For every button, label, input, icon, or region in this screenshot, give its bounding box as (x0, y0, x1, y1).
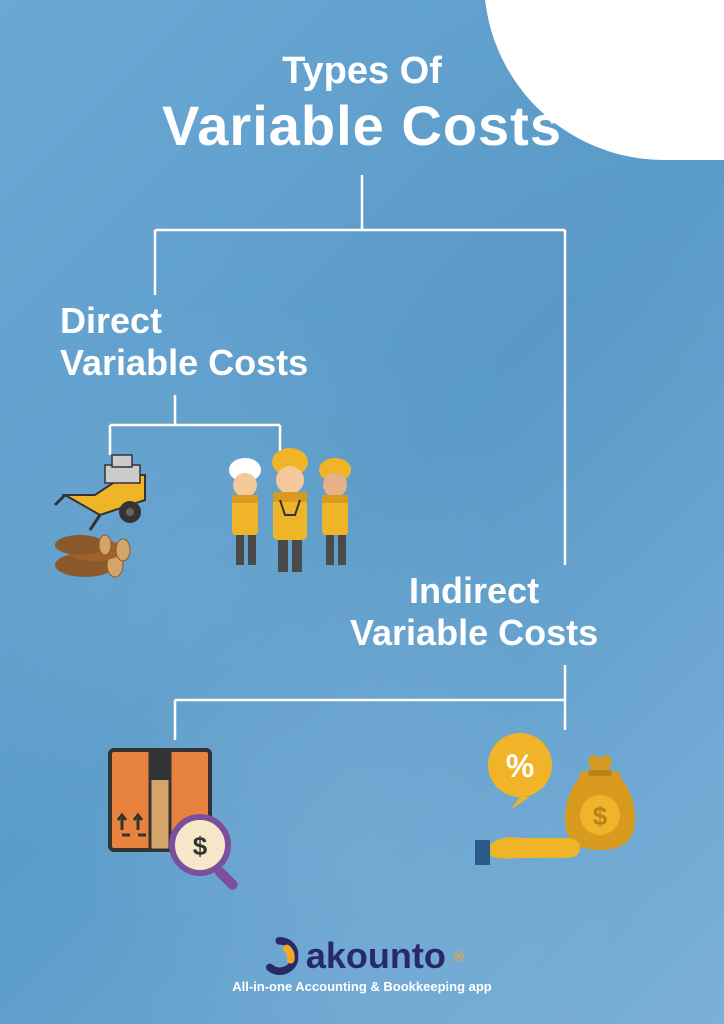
title-line1: Types Of (0, 50, 724, 93)
main-title: Types Of Variable Costs (0, 0, 724, 158)
commission-money-icon: % $ (470, 720, 650, 880)
logo-brand-name: akounto (306, 935, 446, 977)
labor-workers-icon (210, 440, 370, 580)
registered-mark: ® (454, 948, 464, 964)
logo-tagline: All-in-one Accounting & Bookkeeping app (232, 979, 492, 994)
logo-text: akounto ® (232, 935, 492, 977)
direct-costs-label: Direct Variable Costs (60, 300, 308, 384)
svg-text:%: % (506, 748, 534, 784)
svg-text:$: $ (593, 801, 608, 831)
indirect-costs-label: Indirect Variable Costs (350, 570, 598, 654)
direct-line1: Direct (60, 300, 308, 342)
title-line2: Variable Costs (0, 93, 724, 158)
svg-text:$: $ (193, 831, 208, 861)
brand-logo: akounto ® All-in-one Accounting & Bookkee… (232, 935, 492, 994)
raw-materials-icon (50, 450, 190, 580)
packaging-cost-icon: $ (100, 740, 250, 890)
direct-line2: Variable Costs (60, 342, 308, 384)
indirect-line1: Indirect (350, 570, 598, 612)
indirect-line2: Variable Costs (350, 612, 598, 654)
logo-mark-icon (260, 937, 298, 975)
infographic-content: Types Of Variable Costs Direct Variabl (0, 0, 724, 1024)
